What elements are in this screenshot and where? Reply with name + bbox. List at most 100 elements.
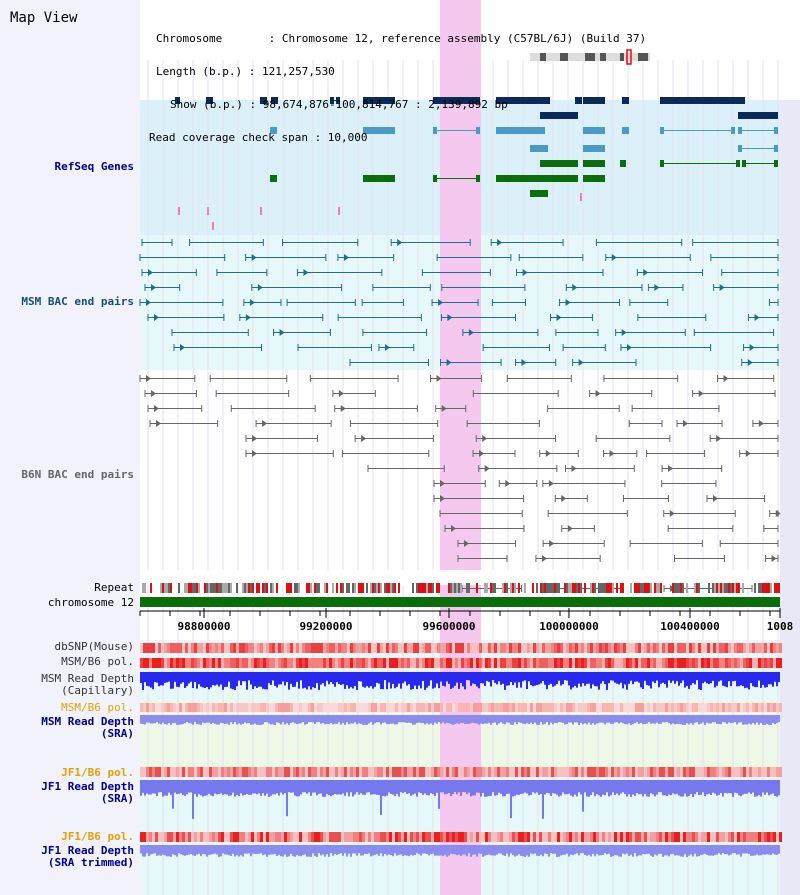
repeat-feature (398, 583, 400, 593)
msm-b6-pol-heat (446, 658, 449, 668)
jf1-b6-pol-heat (278, 767, 281, 777)
msm-b6-pol-heat (656, 658, 659, 668)
jf1-b6-pol-heat (473, 767, 476, 777)
track-label-jf1-depth-sra[interactable]: JF1 Read Depth (SRA) (41, 780, 134, 805)
jf1-b6-pol-heat (248, 832, 251, 842)
jf1-b6-pol-heat (566, 832, 569, 842)
msm-depth-sra-bar (336, 715, 338, 724)
jf1-b6-pol-heat (488, 832, 491, 842)
jf1-depth-sra-bar (594, 780, 596, 797)
repeat-feature (646, 583, 648, 593)
msm-b6-pol-heat (419, 658, 422, 668)
msm-b6-pol-heat (431, 658, 434, 668)
track-label-msm-b6-pol-1[interactable]: MSM/B6 pol. (61, 655, 134, 668)
msm-depth-sra-bar (544, 715, 546, 724)
jf1-b6-pol-heat (725, 767, 728, 777)
jf1-b6-pol-heat (254, 767, 257, 777)
track-label-b6n-bac[interactable]: B6N BAC end pairs (21, 468, 134, 481)
msm-depth-capillary-bar (466, 672, 468, 681)
jf1-depth-sra-bar (266, 780, 268, 794)
msm-depth-capillary-bar (574, 672, 576, 686)
repeat-feature (672, 583, 674, 593)
dbsnp-heat (296, 643, 299, 653)
jf1-depth-trimmed-bar (436, 845, 438, 856)
msm-depth-sra-bar (440, 715, 442, 724)
jf1-depth-sra-bar (766, 780, 768, 793)
jf1-depth-sra-bar (520, 780, 522, 794)
dbsnp-heat (356, 643, 359, 653)
jf1-depth-trimmed-bar (492, 845, 494, 856)
jf1-depth-sra-bar (552, 780, 554, 794)
msm-depth-sra-bar (468, 715, 470, 724)
jf1-depth-trimmed-bar (750, 845, 752, 856)
track-label-jf1-b6-pol-2[interactable]: JF1/B6 pol. (61, 830, 134, 843)
msm-depth-capillary-bar (392, 672, 394, 684)
track-label-refseq[interactable]: RefSeq Genes (54, 160, 134, 173)
track-label-msm-depth-capillary[interactable]: MSM Read Depth (Capillary) (41, 672, 134, 697)
msm-depth-capillary-bar (540, 672, 542, 684)
msm-b6-pol-heat (761, 703, 764, 712)
repeat-feature (244, 583, 246, 593)
msm-depth-capillary-bar (684, 672, 686, 688)
jf1-depth-sra-bar (470, 780, 472, 797)
jf1-depth-trimmed-bar (418, 845, 420, 855)
jf1-b6-pol-heat (401, 767, 404, 777)
jf1-b6-pol-heat (143, 832, 146, 842)
msm-depth-capillary-bar (154, 672, 156, 683)
msm-b6-pol-heat (653, 658, 656, 668)
jf1-b6-pol-heat (641, 767, 644, 777)
jf1-depth-trimmed-bar (686, 845, 688, 857)
msm-depth-capillary-bar (660, 672, 662, 684)
msm-b6-pol-heat (362, 703, 365, 712)
jf1-b6-pol-heat (716, 832, 719, 842)
msm-depth-sra-bar (448, 715, 450, 724)
track-label-jf1-b6-pol-1[interactable]: JF1/B6 pol. (61, 766, 134, 779)
repeat-feature (324, 583, 326, 593)
jf1-b6-pol-heat (473, 832, 476, 842)
msm-depth-capillary-bar (406, 672, 408, 686)
track-label-msm-bac[interactable]: MSM BAC end pairs (21, 295, 134, 308)
jf1-depth-sra-bar (586, 780, 588, 797)
track-label-repeat[interactable]: Repeat (94, 581, 134, 594)
repeat-feature (566, 583, 568, 593)
jf1-b6-pol-heat (707, 832, 710, 842)
msm-b6-pol-heat (326, 703, 329, 712)
jf1-b6-pol-heat (176, 767, 179, 777)
msm-depth-sra-bar (566, 715, 568, 725)
gene-exon (336, 97, 340, 104)
msm-b6-pol-heat (530, 658, 533, 668)
repeat-feature (612, 583, 614, 593)
jf1-depth-trimmed-bar (222, 845, 224, 854)
jf1-depth-sra-bar (564, 780, 566, 795)
msm-b6-pol-heat (578, 703, 581, 712)
repeat-feature (708, 583, 710, 593)
msm-depth-capillary-bar (388, 672, 390, 683)
track-label-jf1-depth-trimmed[interactable]: JF1 Read Depth (SRA trimmed) (41, 844, 134, 869)
jf1-depth-sra-bar (346, 780, 348, 793)
gene-exon (206, 97, 213, 104)
msm-depth-capillary-bar (448, 672, 450, 684)
repeat-feature (362, 583, 364, 593)
jf1-depth-sra-bar (276, 780, 278, 794)
jf1-b6-pol-heat (245, 767, 248, 777)
dbsnp-heat (245, 643, 248, 653)
dbsnp-heat (305, 643, 308, 653)
track-label-msm-depth-sra[interactable]: MSM Read Depth (SRA) (41, 715, 134, 740)
jf1-b6-pol-heat (251, 832, 254, 842)
jf1-depth-sra-bar (306, 780, 308, 794)
jf1-b6-pol-heat (227, 767, 230, 777)
msm-depth-sra-bar (314, 715, 316, 725)
track-label-dbsnp[interactable]: dbSNP(Mouse) (54, 640, 134, 653)
dbsnp-heat (698, 643, 701, 653)
track-label-msm-b6-pol-2[interactable]: MSM/B6 pol. (61, 701, 134, 714)
jf1-b6-pol-heat (542, 832, 545, 842)
jf1-depth-sra-bar (166, 780, 168, 796)
dbsnp-heat (389, 643, 392, 653)
msm-b6-pol-heat (383, 658, 386, 668)
msm-depth-capillary-bar (208, 672, 210, 690)
msm-b6-pol-heat (545, 658, 548, 668)
dbsnp-heat (623, 643, 626, 653)
jf1-depth-sra-bar (302, 780, 304, 793)
msm-b6-pol-heat (713, 658, 716, 668)
jf1-b6-pol-heat (572, 767, 575, 777)
